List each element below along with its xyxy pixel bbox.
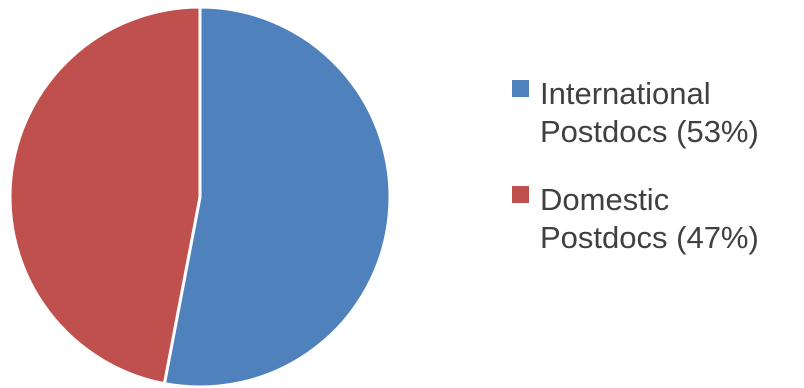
- pie-slice-1: [8, 5, 202, 386]
- pie-slice-0: [162, 5, 392, 388]
- legend-label-line: Postdocs (47%): [540, 220, 759, 255]
- legend-label-line: Postdocs (53%): [540, 114, 759, 149]
- legend-item-0: International Postdocs (53%): [512, 76, 759, 149]
- legend-swatch-1: [512, 186, 529, 203]
- legend: International Postdocs (53%)Domestic Postd…: [512, 76, 759, 255]
- legend-label-0: International Postdocs (53%): [540, 76, 759, 149]
- pie-slices: [8, 5, 392, 388]
- legend-label-line: International: [540, 76, 711, 111]
- legend-label-1: Domestic Postdocs (47%): [540, 182, 759, 255]
- legend-label-line: Domestic: [540, 182, 669, 217]
- legend-swatch-0: [512, 80, 529, 97]
- legend-item-1: Domestic Postdocs (47%): [512, 182, 759, 255]
